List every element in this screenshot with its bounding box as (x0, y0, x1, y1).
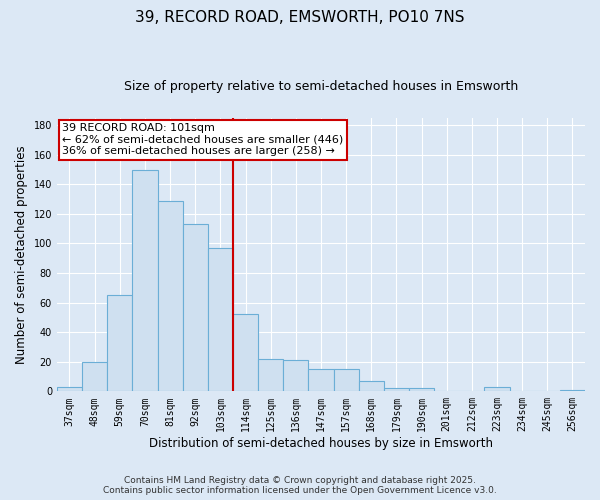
Text: 39 RECORD ROAD: 101sqm
← 62% of semi-detached houses are smaller (446)
36% of se: 39 RECORD ROAD: 101sqm ← 62% of semi-det… (62, 123, 343, 156)
Bar (107, 295, 133, 392)
Text: 39, RECORD ROAD, EMSWORTH, PO10 7NS: 39, RECORD ROAD, EMSWORTH, PO10 7NS (135, 10, 465, 25)
Bar (182, 224, 208, 392)
Bar (158, 200, 182, 392)
Title: Size of property relative to semi-detached houses in Emsworth: Size of property relative to semi-detach… (124, 80, 518, 93)
Text: Contains HM Land Registry data © Crown copyright and database right 2025.
Contai: Contains HM Land Registry data © Crown c… (103, 476, 497, 495)
Bar (484, 387, 509, 392)
Bar (334, 369, 359, 392)
Y-axis label: Number of semi-detached properties: Number of semi-detached properties (15, 145, 28, 364)
X-axis label: Distribution of semi-detached houses by size in Emsworth: Distribution of semi-detached houses by … (149, 437, 493, 450)
Bar (208, 248, 233, 392)
Bar (560, 390, 585, 392)
Bar (82, 362, 107, 392)
Bar (258, 359, 283, 392)
Bar (384, 388, 409, 392)
Bar (57, 387, 82, 392)
Bar (409, 388, 434, 392)
Bar (233, 314, 258, 392)
Bar (133, 170, 158, 392)
Bar (283, 360, 308, 392)
Bar (308, 369, 334, 392)
Bar (359, 381, 384, 392)
